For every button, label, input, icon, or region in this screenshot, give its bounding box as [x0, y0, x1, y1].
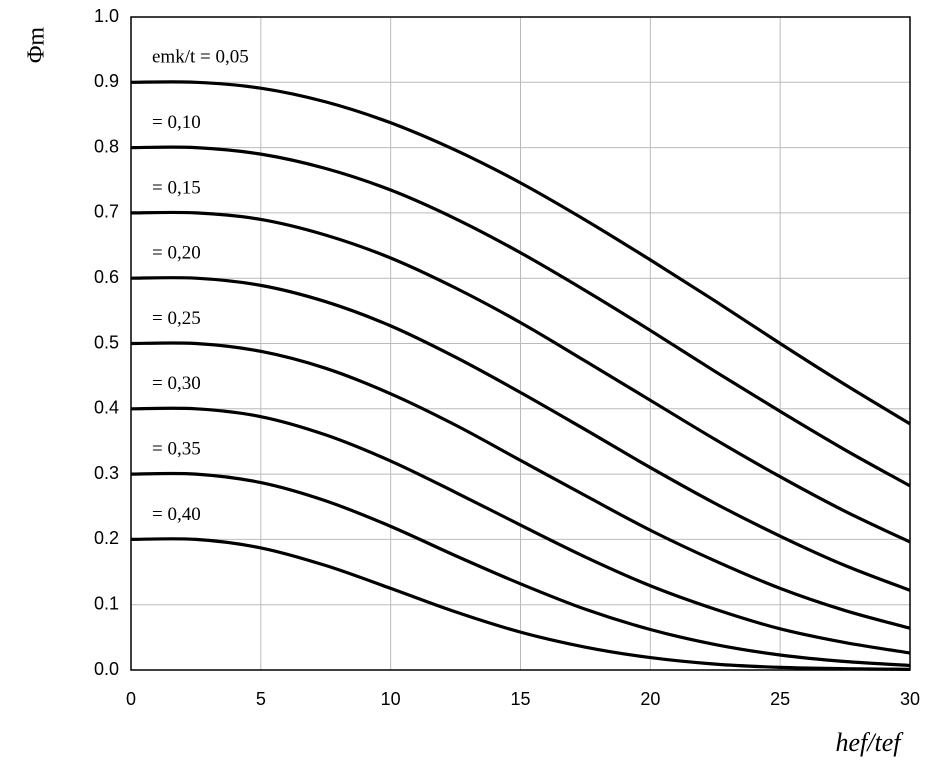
y-tick-label: 0.8 — [94, 136, 119, 156]
y-tick-label: 0.9 — [94, 71, 119, 91]
y-tick-label: 0.2 — [94, 528, 119, 548]
y-tick-label: 0.1 — [94, 593, 119, 613]
x-tick-label: 30 — [900, 689, 920, 709]
series-label: = 0,15 — [152, 177, 201, 198]
series-line — [130, 80, 911, 426]
series-label: emk/t = 0,05 — [152, 47, 249, 68]
series-line — [130, 145, 911, 488]
series-label: = 0,30 — [152, 373, 201, 394]
x-axis-label: hef/tef — [836, 728, 905, 757]
series-label: = 0,40 — [152, 504, 201, 525]
x-tick-label: 20 — [640, 689, 660, 709]
y-tick-label: 0.7 — [94, 202, 119, 222]
y-tick-label: 0.4 — [94, 398, 119, 418]
series-label: = 0,35 — [152, 438, 201, 459]
series-label: = 0,25 — [152, 308, 201, 329]
y-tick-label: 0.5 — [94, 332, 119, 352]
series-line — [130, 341, 911, 630]
x-tick-label: 5 — [256, 689, 266, 709]
x-tick-label: 15 — [510, 689, 530, 709]
series-line — [130, 537, 911, 671]
series-line — [130, 276, 911, 592]
series-line — [130, 471, 911, 668]
y-tick-label: 0.3 — [94, 463, 119, 483]
series-line — [130, 210, 911, 544]
series-line — [130, 406, 911, 655]
x-tick-label: 10 — [381, 689, 401, 709]
y-tick-label: 0.0 — [94, 659, 119, 679]
y-tick-label: 0.6 — [94, 267, 119, 287]
x-tick-label: 0 — [126, 689, 136, 709]
series-label: = 0,10 — [152, 112, 201, 133]
x-tick-label: 25 — [770, 689, 790, 709]
y-tick-label: 1.0 — [94, 6, 119, 26]
y-axis-label: Φm — [24, 27, 50, 64]
series-label: = 0,20 — [152, 243, 201, 264]
